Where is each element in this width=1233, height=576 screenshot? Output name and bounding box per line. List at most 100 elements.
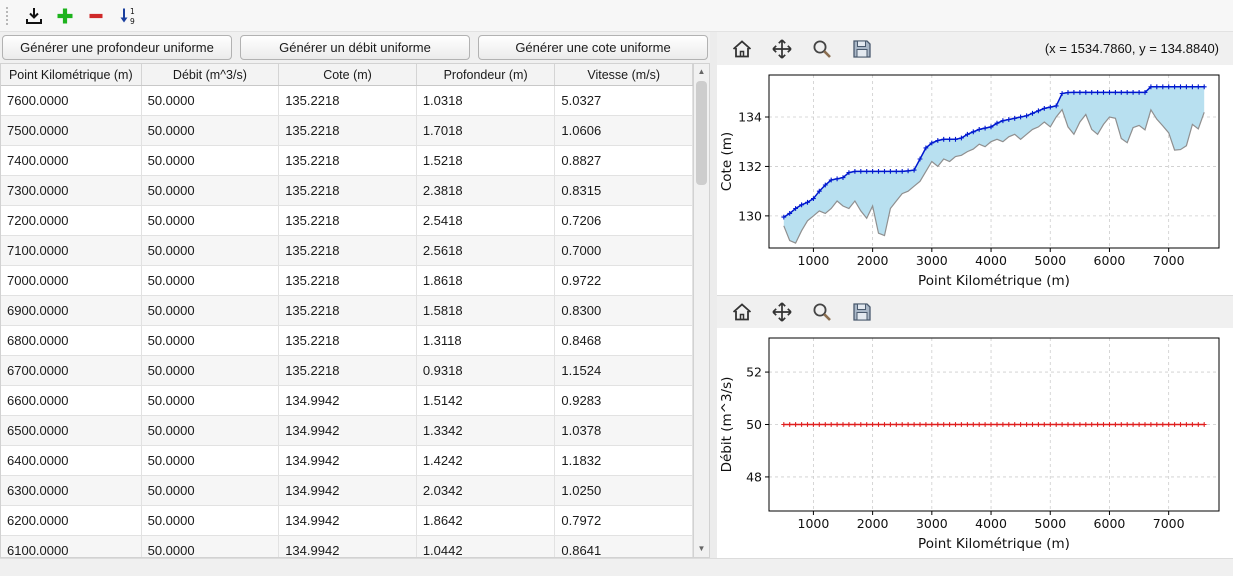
table-row[interactable]: 6500.0000 50.0000 134.9942 1.3342 1.0378 xyxy=(1,416,693,446)
debit-chart[interactable]: 1000 2000 3000 4000 5000 6000 7000 48 50 52 Point … xyxy=(717,328,1233,555)
table-scrollbar[interactable]: ▲ ▼ xyxy=(693,64,709,557)
column-header[interactable]: Débit (m^3/s) xyxy=(142,64,280,85)
table-cell[interactable]: 0.8641 xyxy=(555,536,693,557)
table-cell[interactable]: 0.9318 xyxy=(416,356,556,386)
table-cell[interactable]: 1.0606 xyxy=(555,116,693,146)
table-row[interactable]: 7500.0000 50.0000 135.2218 1.7018 1.0606 xyxy=(1,116,693,146)
table-cell[interactable]: 2.5418 xyxy=(416,206,556,236)
table-cell[interactable]: 6100.0000 xyxy=(1,536,142,557)
table-cell[interactable]: 0.8827 xyxy=(555,146,693,176)
table-cell[interactable]: 50.0000 xyxy=(141,176,280,206)
remove-row-button[interactable] xyxy=(82,3,109,29)
table-cell[interactable]: 7100.0000 xyxy=(1,236,142,266)
table-cell[interactable]: 0.8300 xyxy=(555,296,693,326)
table-cell[interactable]: 6700.0000 xyxy=(1,356,142,386)
table-cell[interactable]: 6400.0000 xyxy=(1,446,142,476)
table-cell[interactable]: 135.2218 xyxy=(279,116,417,146)
generate-elevation-button[interactable]: Générer une cote uniforme xyxy=(478,35,708,60)
table-cell[interactable]: 50.0000 xyxy=(141,416,280,446)
table-cell[interactable]: 50.0000 xyxy=(141,116,280,146)
table-row[interactable]: 6300.0000 50.0000 134.9942 2.0342 1.0250 xyxy=(1,476,693,506)
table-cell[interactable]: 50.0000 xyxy=(141,86,280,116)
table-cell[interactable]: 6800.0000 xyxy=(1,326,142,356)
table-cell[interactable]: 134.9942 xyxy=(279,446,417,476)
table-cell[interactable]: 6600.0000 xyxy=(1,386,142,416)
table-cell[interactable]: 1.8642 xyxy=(416,506,556,536)
table-row[interactable]: 6400.0000 50.0000 134.9942 1.4242 1.1832 xyxy=(1,446,693,476)
table-cell[interactable]: 134.9942 xyxy=(279,416,417,446)
table-cell[interactable]: 1.3342 xyxy=(416,416,556,446)
table-row[interactable]: 6200.0000 50.0000 134.9942 1.8642 0.7972 xyxy=(1,506,693,536)
table-cell[interactable]: 7200.0000 xyxy=(1,206,142,236)
table-cell[interactable]: 7000.0000 xyxy=(1,266,142,296)
table-row[interactable]: 6600.0000 50.0000 134.9942 1.5142 0.9283 xyxy=(1,386,693,416)
generate-depth-button[interactable]: Générer une profondeur uniforme xyxy=(2,35,232,60)
table-cell[interactable]: 7300.0000 xyxy=(1,176,142,206)
table-cell[interactable]: 2.0342 xyxy=(416,476,556,506)
table-cell[interactable]: 0.7000 xyxy=(555,236,693,266)
home-button[interactable] xyxy=(727,298,757,326)
table-cell[interactable]: 7400.0000 xyxy=(1,146,142,176)
scroll-down-arrow-icon[interactable]: ▼ xyxy=(697,544,706,553)
table-cell[interactable]: 0.8468 xyxy=(555,326,693,356)
table-cell[interactable]: 50.0000 xyxy=(141,146,280,176)
table-cell[interactable]: 135.2218 xyxy=(279,296,417,326)
table-cell[interactable]: 50.0000 xyxy=(141,236,280,266)
table-row[interactable]: 7300.0000 50.0000 135.2218 2.3818 0.8315 xyxy=(1,176,693,206)
table-cell[interactable]: 135.2218 xyxy=(279,236,417,266)
table-row[interactable]: 7200.0000 50.0000 135.2218 2.5418 0.7206 xyxy=(1,206,693,236)
table-cell[interactable]: 50.0000 xyxy=(141,506,280,536)
table-cell[interactable]: 134.9942 xyxy=(279,506,417,536)
table-row[interactable]: 7400.0000 50.0000 135.2218 1.5218 0.8827 xyxy=(1,146,693,176)
cote-chart[interactable]: 1000 2000 3000 4000 5000 6000 7000 130 132 134 Poi… xyxy=(717,65,1233,292)
toolbar-grip[interactable] xyxy=(6,6,12,25)
table-cell[interactable]: 1.8618 xyxy=(416,266,556,296)
table-cell[interactable]: 1.4242 xyxy=(416,446,556,476)
table-row[interactable]: 6700.0000 50.0000 135.2218 0.9318 1.1524 xyxy=(1,356,693,386)
table-cell[interactable]: 134.9942 xyxy=(279,386,417,416)
table-cell[interactable]: 6300.0000 xyxy=(1,476,142,506)
table-cell[interactable]: 50.0000 xyxy=(141,446,280,476)
column-header[interactable]: Vitesse (m/s) xyxy=(555,64,693,85)
scroll-up-arrow-icon[interactable]: ▲ xyxy=(697,67,706,76)
home-button[interactable] xyxy=(727,35,757,63)
table-cell[interactable]: 2.5618 xyxy=(416,236,556,266)
column-header[interactable]: Point Kilométrique (m) xyxy=(1,64,142,85)
table-cell[interactable]: 1.0442 xyxy=(417,536,556,557)
table-cell[interactable]: 0.9283 xyxy=(555,386,693,416)
table-cell[interactable]: 50.0000 xyxy=(141,476,280,506)
table-cell[interactable]: 50.0000 xyxy=(141,266,280,296)
table-cell[interactable]: 6200.0000 xyxy=(1,506,142,536)
table-cell[interactable]: 5.0327 xyxy=(555,86,693,116)
save-button[interactable] xyxy=(847,298,877,326)
scrollbar-thumb[interactable] xyxy=(696,81,707,185)
table-row[interactable]: 6800.0000 50.0000 135.2218 1.3118 0.8468 xyxy=(1,326,693,356)
table-cell[interactable]: 135.2218 xyxy=(279,146,417,176)
table-cell[interactable]: 135.2218 xyxy=(279,266,417,296)
table-cell[interactable]: 0.8315 xyxy=(555,176,693,206)
table-cell[interactable]: 1.1832 xyxy=(555,446,693,476)
table-cell[interactable]: 1.5142 xyxy=(416,386,556,416)
table-cell[interactable]: 6900.0000 xyxy=(1,296,142,326)
table-cell[interactable]: 50.0000 xyxy=(142,536,280,557)
export-button[interactable] xyxy=(20,3,47,29)
table-row[interactable]: 6900.0000 50.0000 135.2218 1.5818 0.8300 xyxy=(1,296,693,326)
pan-button[interactable] xyxy=(767,35,797,63)
sort-button[interactable]: 1 9 xyxy=(113,3,140,29)
zoom-button[interactable] xyxy=(807,298,837,326)
table-cell[interactable]: 0.9722 xyxy=(555,266,693,296)
table-cell[interactable]: 1.5818 xyxy=(416,296,556,326)
table-row[interactable]: 6100.0000 50.0000 134.9942 1.0442 0.8641 xyxy=(1,536,693,557)
table-cell[interactable]: 7600.0000 xyxy=(1,86,142,116)
table-cell[interactable]: 50.0000 xyxy=(141,296,280,326)
table-cell[interactable]: 135.2218 xyxy=(279,326,417,356)
table-cell[interactable]: 1.5218 xyxy=(416,146,556,176)
table-cell[interactable]: 1.7018 xyxy=(416,116,556,146)
table-cell[interactable]: 7500.0000 xyxy=(1,116,142,146)
panel-splitter[interactable] xyxy=(710,32,717,558)
table-cell[interactable]: 50.0000 xyxy=(141,356,280,386)
table-cell[interactable]: 135.2218 xyxy=(279,86,417,116)
table-cell[interactable]: 135.2218 xyxy=(279,176,417,206)
generate-flow-button[interactable]: Générer un débit uniforme xyxy=(240,35,470,60)
add-row-button[interactable] xyxy=(51,3,78,29)
